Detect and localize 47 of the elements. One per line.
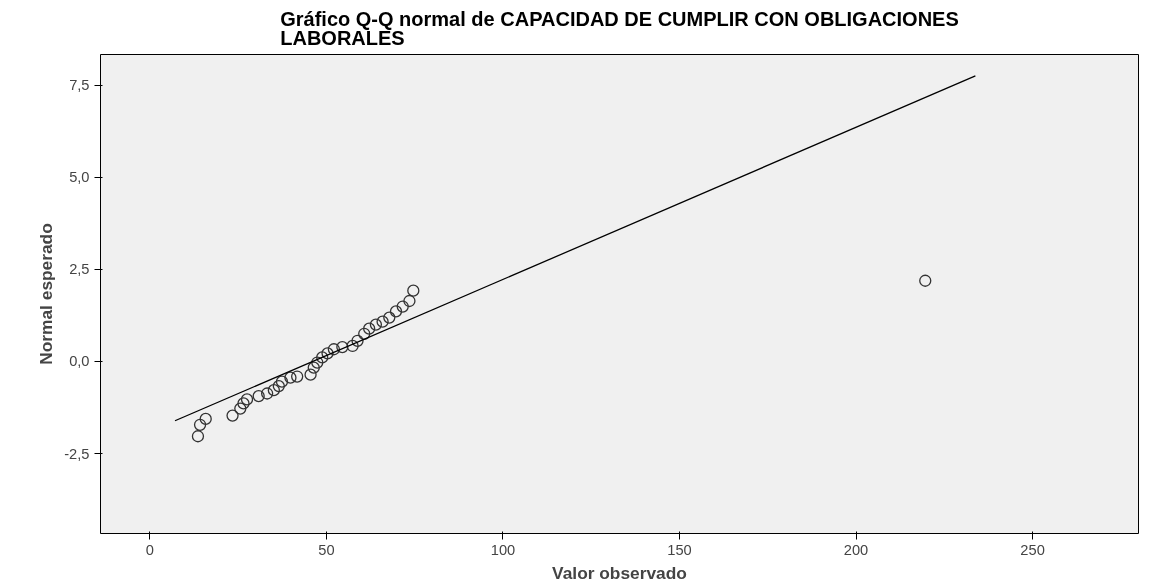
point: [199, 412, 212, 426]
point: [291, 370, 304, 383]
x-tick-label: 100: [490, 541, 516, 558]
x-tick-label: 0: [145, 541, 155, 558]
point: [272, 379, 285, 393]
point: [327, 343, 341, 356]
point: [307, 361, 320, 374]
y-tick-label: 5,0: [69, 169, 90, 186]
point: [193, 418, 207, 431]
y-tick-label: 2,5: [69, 261, 90, 278]
point: [284, 371, 297, 384]
point: [240, 393, 254, 406]
point: [396, 300, 409, 313]
point: [237, 397, 250, 410]
point: [191, 430, 205, 443]
y-tick-label: -2,5: [64, 445, 90, 462]
point: [919, 274, 932, 287]
x-tick-label: 50: [318, 541, 335, 558]
point: [234, 402, 247, 415]
point: [226, 409, 239, 422]
point: [260, 387, 274, 400]
chart-title: Gráfico Q-Q normal de CAPACIDAD DE CUMPLIR CON OBLIGACIONES LABORALES: [280, 7, 959, 50]
point: [321, 347, 334, 360]
point: [369, 318, 383, 331]
point: [267, 384, 280, 397]
y-tick-label: 0,0: [69, 353, 90, 370]
point: [363, 322, 376, 335]
point: [389, 305, 403, 318]
point: [304, 368, 317, 381]
point: [383, 311, 396, 324]
y-axis-title: Normal esperado: [36, 223, 57, 365]
point: [346, 339, 359, 353]
point: [351, 334, 364, 347]
point: [311, 356, 324, 369]
point: [275, 375, 289, 388]
point: [358, 327, 371, 340]
y-tick-label: 7,5: [69, 77, 90, 94]
point: [336, 340, 349, 354]
x-axis-title: Valor observado: [552, 562, 687, 583]
x-tick-label: 250: [1020, 541, 1045, 558]
point: [316, 351, 329, 364]
x-tick-label: 150: [667, 541, 692, 558]
point: [407, 284, 420, 297]
point: [376, 315, 389, 328]
point: [252, 389, 265, 403]
point: [403, 294, 416, 308]
x-tick-label: 200: [843, 541, 869, 558]
